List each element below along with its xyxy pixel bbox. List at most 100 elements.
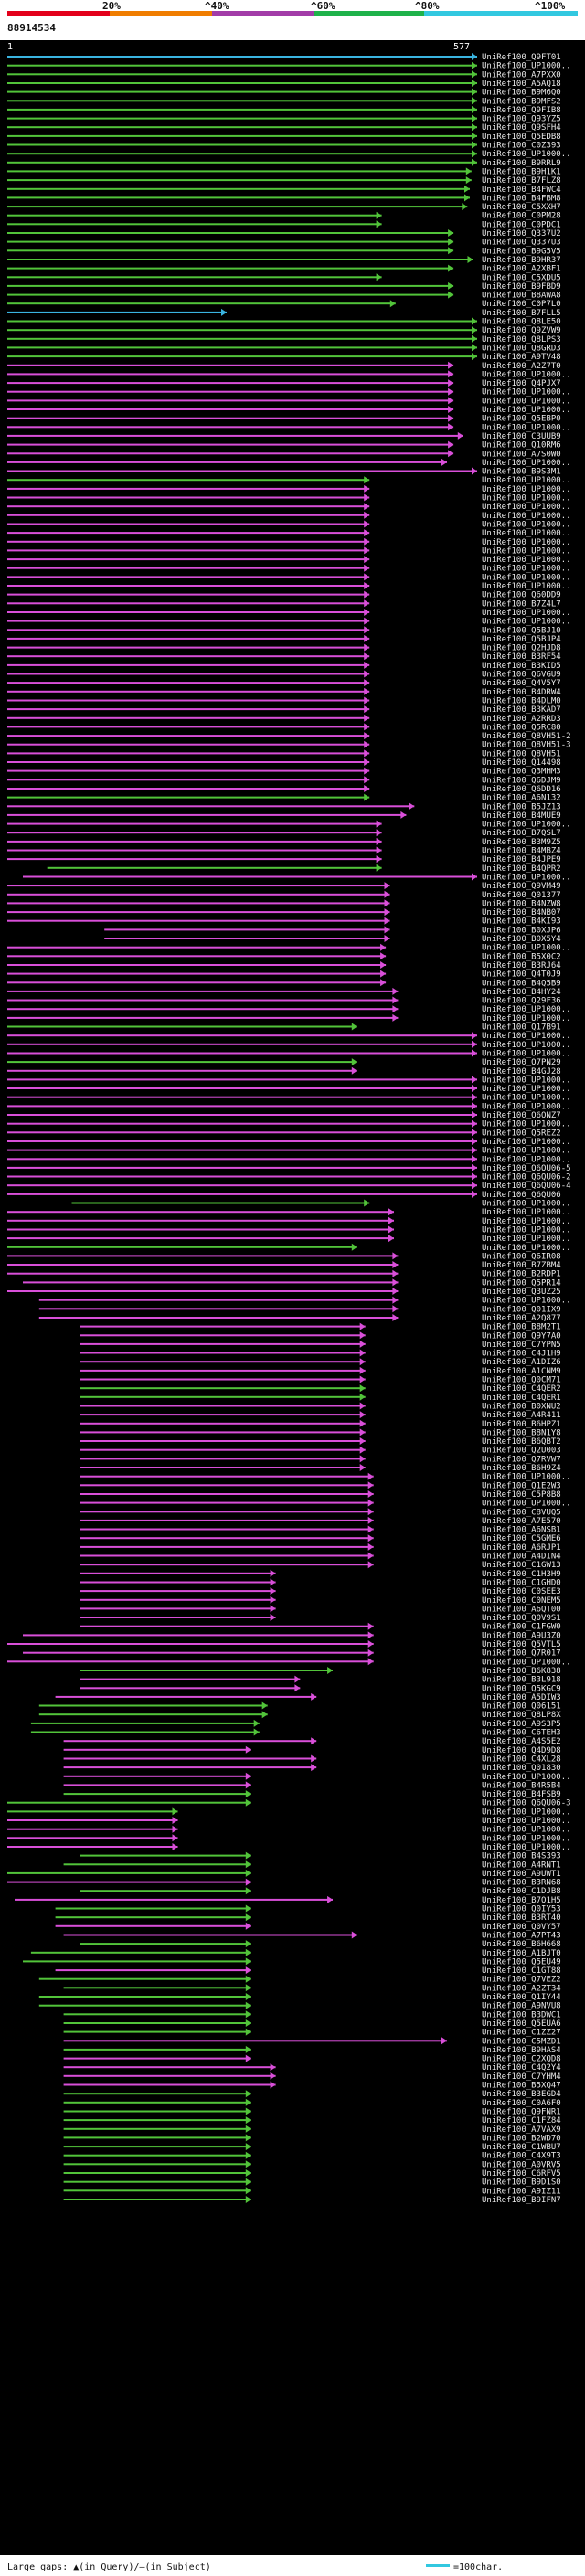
hit-row[interactable]: UniRef100_C0PDC1 — [7, 220, 561, 229]
hit-row[interactable]: UniRef100_Q3UZ25 — [7, 1288, 561, 1297]
hit-bar[interactable] — [23, 875, 477, 878]
hit-bar[interactable] — [63, 1934, 357, 1936]
hit-row[interactable]: UniRef100_Q6QU06-4 — [7, 1182, 571, 1191]
hit-label[interactable]: UniRef100_Q5VTL5 — [482, 1640, 561, 1649]
hit-label[interactable]: UniRef100_B8M2T1 — [482, 1323, 561, 1332]
hit-label[interactable]: UniRef100_B4FBM8 — [482, 194, 561, 203]
hit-bar[interactable] — [7, 585, 370, 587]
hit-row[interactable]: UniRef100_B4NB07 — [7, 908, 561, 917]
hit-bar[interactable] — [7, 972, 387, 975]
hit-row[interactable]: UniRef100_Q5EU49 — [23, 1957, 561, 1966]
hit-bar[interactable] — [80, 1493, 374, 1495]
hit-row[interactable]: UniRef100_A7E570 — [80, 1516, 561, 1526]
hit-label[interactable]: UniRef100_A4RNT1 — [482, 1860, 561, 1870]
hit-label[interactable]: UniRef100_A9UWT1 — [482, 1870, 561, 1879]
hit-bar[interactable] — [7, 673, 370, 675]
hit-label[interactable]: UniRef100_Q5RC80 — [482, 723, 561, 732]
hit-row[interactable]: UniRef100_B7ZBM4 — [7, 1261, 561, 1270]
hit-label[interactable]: UniRef100_B5X0C2 — [482, 952, 561, 961]
hit-label[interactable]: UniRef100_Q06151 — [482, 1702, 561, 1712]
hit-label[interactable]: UniRef100_UP1000.. — [482, 1094, 571, 1103]
hit-row[interactable]: UniRef100_B9FBD9 — [7, 281, 561, 292]
hit-label[interactable]: UniRef100_C0PM28 — [482, 212, 561, 221]
hit-row[interactable]: UniRef100_UP1000.. — [7, 61, 571, 71]
hit-row[interactable]: UniRef100_UP1000.. — [7, 1243, 571, 1253]
hit-bar[interactable] — [63, 2030, 251, 2033]
hit-row[interactable]: UniRef100_B9HAS4 — [63, 2045, 561, 2055]
hit-row[interactable]: UniRef100_C2XQD8 — [63, 2054, 561, 2064]
hit-row[interactable]: UniRef100_B9S3M1 — [7, 467, 561, 477]
hit-label[interactable]: UniRef100_UP1000.. — [482, 1500, 571, 1509]
hit-row[interactable]: UniRef100_B4DRW4 — [7, 687, 561, 697]
hit-label[interactable]: UniRef100_B7FLL5 — [482, 309, 561, 318]
hit-label[interactable]: UniRef100_Q6DJM9 — [482, 776, 561, 785]
hit-bar[interactable] — [7, 611, 370, 613]
hit-label[interactable]: UniRef100_B6H9Z4 — [482, 1464, 561, 1473]
hit-row[interactable]: UniRef100_C7YHM4 — [63, 2072, 561, 2082]
hit-row[interactable]: UniRef100_C5XXH7 — [7, 203, 561, 212]
hit-label[interactable]: UniRef100_B9MFS2 — [482, 97, 561, 106]
hit-label[interactable]: UniRef100_A7PT43 — [482, 1932, 561, 1941]
hit-bar[interactable] — [7, 399, 454, 402]
hit-row[interactable]: UniRef100_A5AQ18 — [7, 80, 561, 89]
hit-bar[interactable] — [7, 337, 477, 340]
hit-bar[interactable] — [80, 1378, 366, 1381]
hit-label[interactable]: UniRef100_Q9FT01 — [482, 53, 561, 62]
hit-bar[interactable] — [7, 1069, 357, 1072]
hit-label[interactable]: UniRef100_UP1000.. — [482, 1155, 571, 1164]
hit-bar[interactable] — [7, 1290, 399, 1292]
hit-label[interactable]: UniRef100_UP1000.. — [482, 1032, 571, 1041]
hit-row[interactable]: UniRef100_B4HY24 — [7, 987, 561, 997]
hit-bar[interactable] — [7, 1193, 477, 1195]
hit-label[interactable]: UniRef100_A1CNM9 — [482, 1367, 561, 1376]
hit-label[interactable]: UniRef100_B3KAD7 — [482, 705, 561, 715]
hit-bar[interactable] — [7, 64, 477, 67]
hit-bar[interactable] — [7, 999, 399, 1002]
hit-bar[interactable] — [38, 1317, 399, 1319]
hit-label[interactable]: UniRef100_Q5EU49 — [482, 1957, 561, 1966]
hit-row[interactable]: UniRef100_UP1000.. — [7, 1102, 571, 1111]
hit-bar[interactable] — [7, 1140, 477, 1142]
hit-bar[interactable] — [55, 1924, 251, 1927]
hit-bar[interactable] — [80, 1607, 276, 1610]
hit-bar[interactable] — [7, 743, 370, 746]
hit-label[interactable]: UniRef100_B9M6Q0 — [482, 89, 561, 98]
hit-label[interactable]: UniRef100_C1FZ84 — [482, 2116, 561, 2125]
hit-bar[interactable] — [7, 981, 387, 984]
hit-row[interactable]: UniRef100_Q14498 — [7, 758, 561, 768]
hit-row[interactable]: UniRef100_UP1000.. — [7, 1076, 571, 1085]
hit-bar[interactable] — [7, 523, 370, 525]
hit-bar[interactable] — [80, 1405, 366, 1407]
hit-row[interactable]: UniRef100_Q01377 — [7, 890, 561, 900]
hit-label[interactable]: UniRef100_C1WBU7 — [482, 2143, 561, 2152]
hit-bar[interactable] — [7, 946, 387, 949]
hit-row[interactable]: UniRef100_Q5PR14 — [23, 1278, 561, 1288]
hit-label[interactable]: UniRef100_UP1000.. — [482, 1217, 571, 1226]
hit-bar[interactable] — [80, 1361, 366, 1363]
hit-label[interactable]: UniRef100_UP1000.. — [482, 388, 571, 398]
hit-bar[interactable] — [7, 1184, 477, 1187]
hit-label[interactable]: UniRef100_C1GT88 — [482, 1966, 561, 1976]
hit-label[interactable]: UniRef100_B0X5Y4 — [482, 935, 561, 944]
hit-label[interactable]: UniRef100_C1FGW0 — [482, 1623, 561, 1632]
hit-bar[interactable] — [7, 382, 454, 385]
hit-row[interactable]: UniRef100_Q8VH51-2 — [7, 732, 571, 741]
hit-label[interactable]: UniRef100_Q8LE50 — [482, 318, 561, 327]
hit-label[interactable]: UniRef100_B4GJ28 — [482, 1067, 561, 1076]
hit-bar[interactable] — [38, 1713, 268, 1716]
hit-bar[interactable] — [7, 620, 370, 622]
hit-row[interactable]: UniRef100_Q8VH51 — [7, 749, 561, 758]
hit-label[interactable]: UniRef100_B5XQ47 — [482, 2082, 561, 2091]
hit-row[interactable]: UniRef100_UP1000.. — [7, 1146, 571, 1156]
hit-row[interactable]: UniRef100_Q01830 — [63, 1764, 561, 1773]
hit-label[interactable]: UniRef100_A9S3P5 — [482, 1720, 561, 1729]
hit-label[interactable]: UniRef100_UP1000.. — [482, 573, 571, 582]
hit-bar[interactable] — [63, 2074, 276, 2077]
hit-bar[interactable] — [7, 417, 454, 419]
hit-row[interactable]: UniRef100_C0P7L0 — [7, 300, 561, 309]
hit-label[interactable]: UniRef100_A6NSB1 — [482, 1526, 561, 1535]
hit-label[interactable]: UniRef100_UP1000.. — [482, 1244, 571, 1253]
hit-label[interactable]: UniRef100_Q9Y7A0 — [482, 1331, 561, 1341]
hit-row[interactable]: UniRef100_UP1000.. — [38, 1296, 571, 1306]
hit-row[interactable]: UniRef100_UP1000.. — [7, 1013, 571, 1023]
